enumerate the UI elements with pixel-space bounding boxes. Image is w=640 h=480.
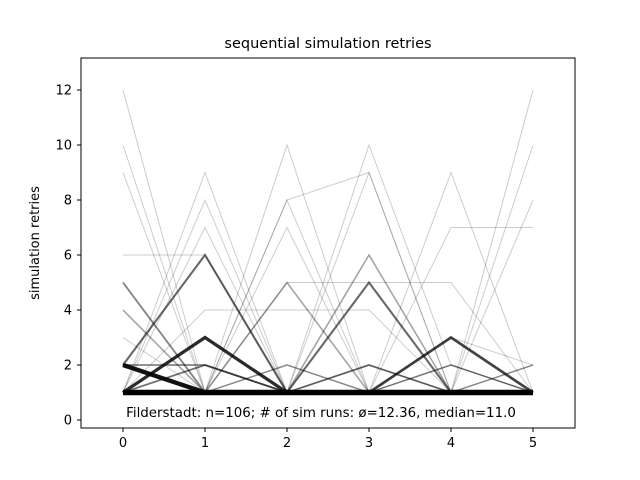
y-tick-label: 12 (55, 84, 72, 99)
chart-title: sequential simulation retries (224, 36, 431, 52)
x-tick-label: 1 (201, 436, 209, 451)
y-tick-label: 0 (64, 414, 72, 429)
axes-frame (80, 57, 576, 429)
run-lines-group (122, 89, 534, 396)
x-axis: 0 1 2 3 4 5 (119, 428, 537, 451)
x-tick-label: 3 (365, 436, 373, 451)
y-axis-label: simulation retries (28, 186, 43, 300)
y-axis: 0 2 4 6 8 10 12 (55, 84, 81, 429)
y-tick-label: 2 (64, 359, 72, 374)
y-tick-label: 4 (64, 304, 72, 319)
x-tick-label: 5 (529, 436, 537, 451)
annotation-text: Filderstadt: n=106; # of sim runs: ø=12.… (126, 406, 516, 421)
x-tick-label: 4 (447, 436, 455, 451)
x-tick-label: 2 (283, 436, 291, 451)
y-tick-label: 8 (64, 194, 72, 209)
run-line (122, 226, 534, 394)
y-tick-label: 6 (64, 249, 72, 264)
run-line (122, 89, 533, 393)
x-tick-label: 0 (119, 436, 127, 451)
y-tick-label: 10 (55, 139, 72, 154)
run-line (123, 89, 534, 393)
